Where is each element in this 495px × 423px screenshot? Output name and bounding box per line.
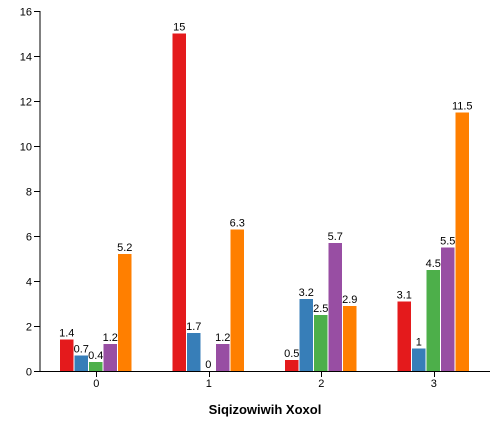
data-label: 3.2	[299, 287, 314, 299]
data-label: 1.2	[215, 332, 230, 344]
data-label: 6.3	[230, 217, 245, 229]
bar	[285, 359, 299, 371]
bar	[74, 355, 88, 371]
y-tick-label: 6	[26, 232, 32, 244]
data-label: 2.5	[313, 303, 328, 315]
x-axis: 0 1 2 3	[40, 371, 490, 390]
x-tick-label: 3	[431, 378, 437, 390]
bar	[299, 299, 313, 371]
y-tick-label: 12	[20, 97, 32, 109]
bar	[314, 314, 328, 371]
data-label: 2.9	[342, 294, 357, 306]
data-label: 0.5	[284, 348, 299, 360]
data-label: 1.7	[186, 321, 201, 333]
bar	[426, 269, 440, 371]
bar	[441, 247, 455, 371]
bar	[60, 339, 74, 371]
bar	[455, 112, 469, 371]
bar	[397, 301, 411, 371]
y-tick-label: 2	[26, 322, 32, 334]
bar	[187, 332, 201, 371]
data-label: 5.7	[328, 231, 343, 243]
data-label: 1.2	[103, 332, 118, 344]
data-label: 4.5	[426, 258, 441, 270]
y-tick-label: 16	[20, 7, 32, 19]
bar	[103, 344, 117, 371]
bar	[216, 344, 230, 371]
data-label: 3.1	[397, 289, 412, 301]
data-label: 5.5	[440, 235, 455, 247]
x-tick-label: 2	[318, 378, 324, 390]
data-label: 5.2	[117, 242, 132, 254]
bar	[412, 348, 426, 371]
y-tick-label: 8	[26, 187, 32, 199]
y-tick-label: 0	[26, 367, 32, 379]
y-tick-label: 14	[20, 52, 32, 64]
y-axis: 0 2 4 6 8 10 12 14 16	[20, 7, 41, 379]
bar	[230, 229, 244, 371]
data-label: 0	[205, 359, 211, 371]
bar	[328, 242, 342, 371]
x-tick-label: 1	[206, 378, 212, 390]
data-label: 0.4	[88, 350, 103, 362]
x-tick-label: 0	[93, 378, 99, 390]
bar	[343, 305, 357, 371]
x-axis-title: Siqizowiwih Xoxol	[209, 402, 322, 417]
data-label: 1	[416, 337, 422, 349]
data-label: 15	[173, 22, 185, 34]
data-label: 0.7	[74, 343, 89, 355]
bar	[118, 254, 132, 371]
data-label: 11.5	[452, 100, 473, 112]
bar	[89, 362, 103, 371]
y-tick-label: 4	[26, 277, 32, 289]
y-tick-label: 10	[20, 142, 32, 154]
bar	[172, 33, 186, 371]
data-labels-layer: 1.40.70.41.25.2151.701.26.30.53.22.55.72…	[59, 22, 472, 372]
data-label: 1.4	[59, 328, 74, 340]
bars-layer	[60, 33, 469, 371]
